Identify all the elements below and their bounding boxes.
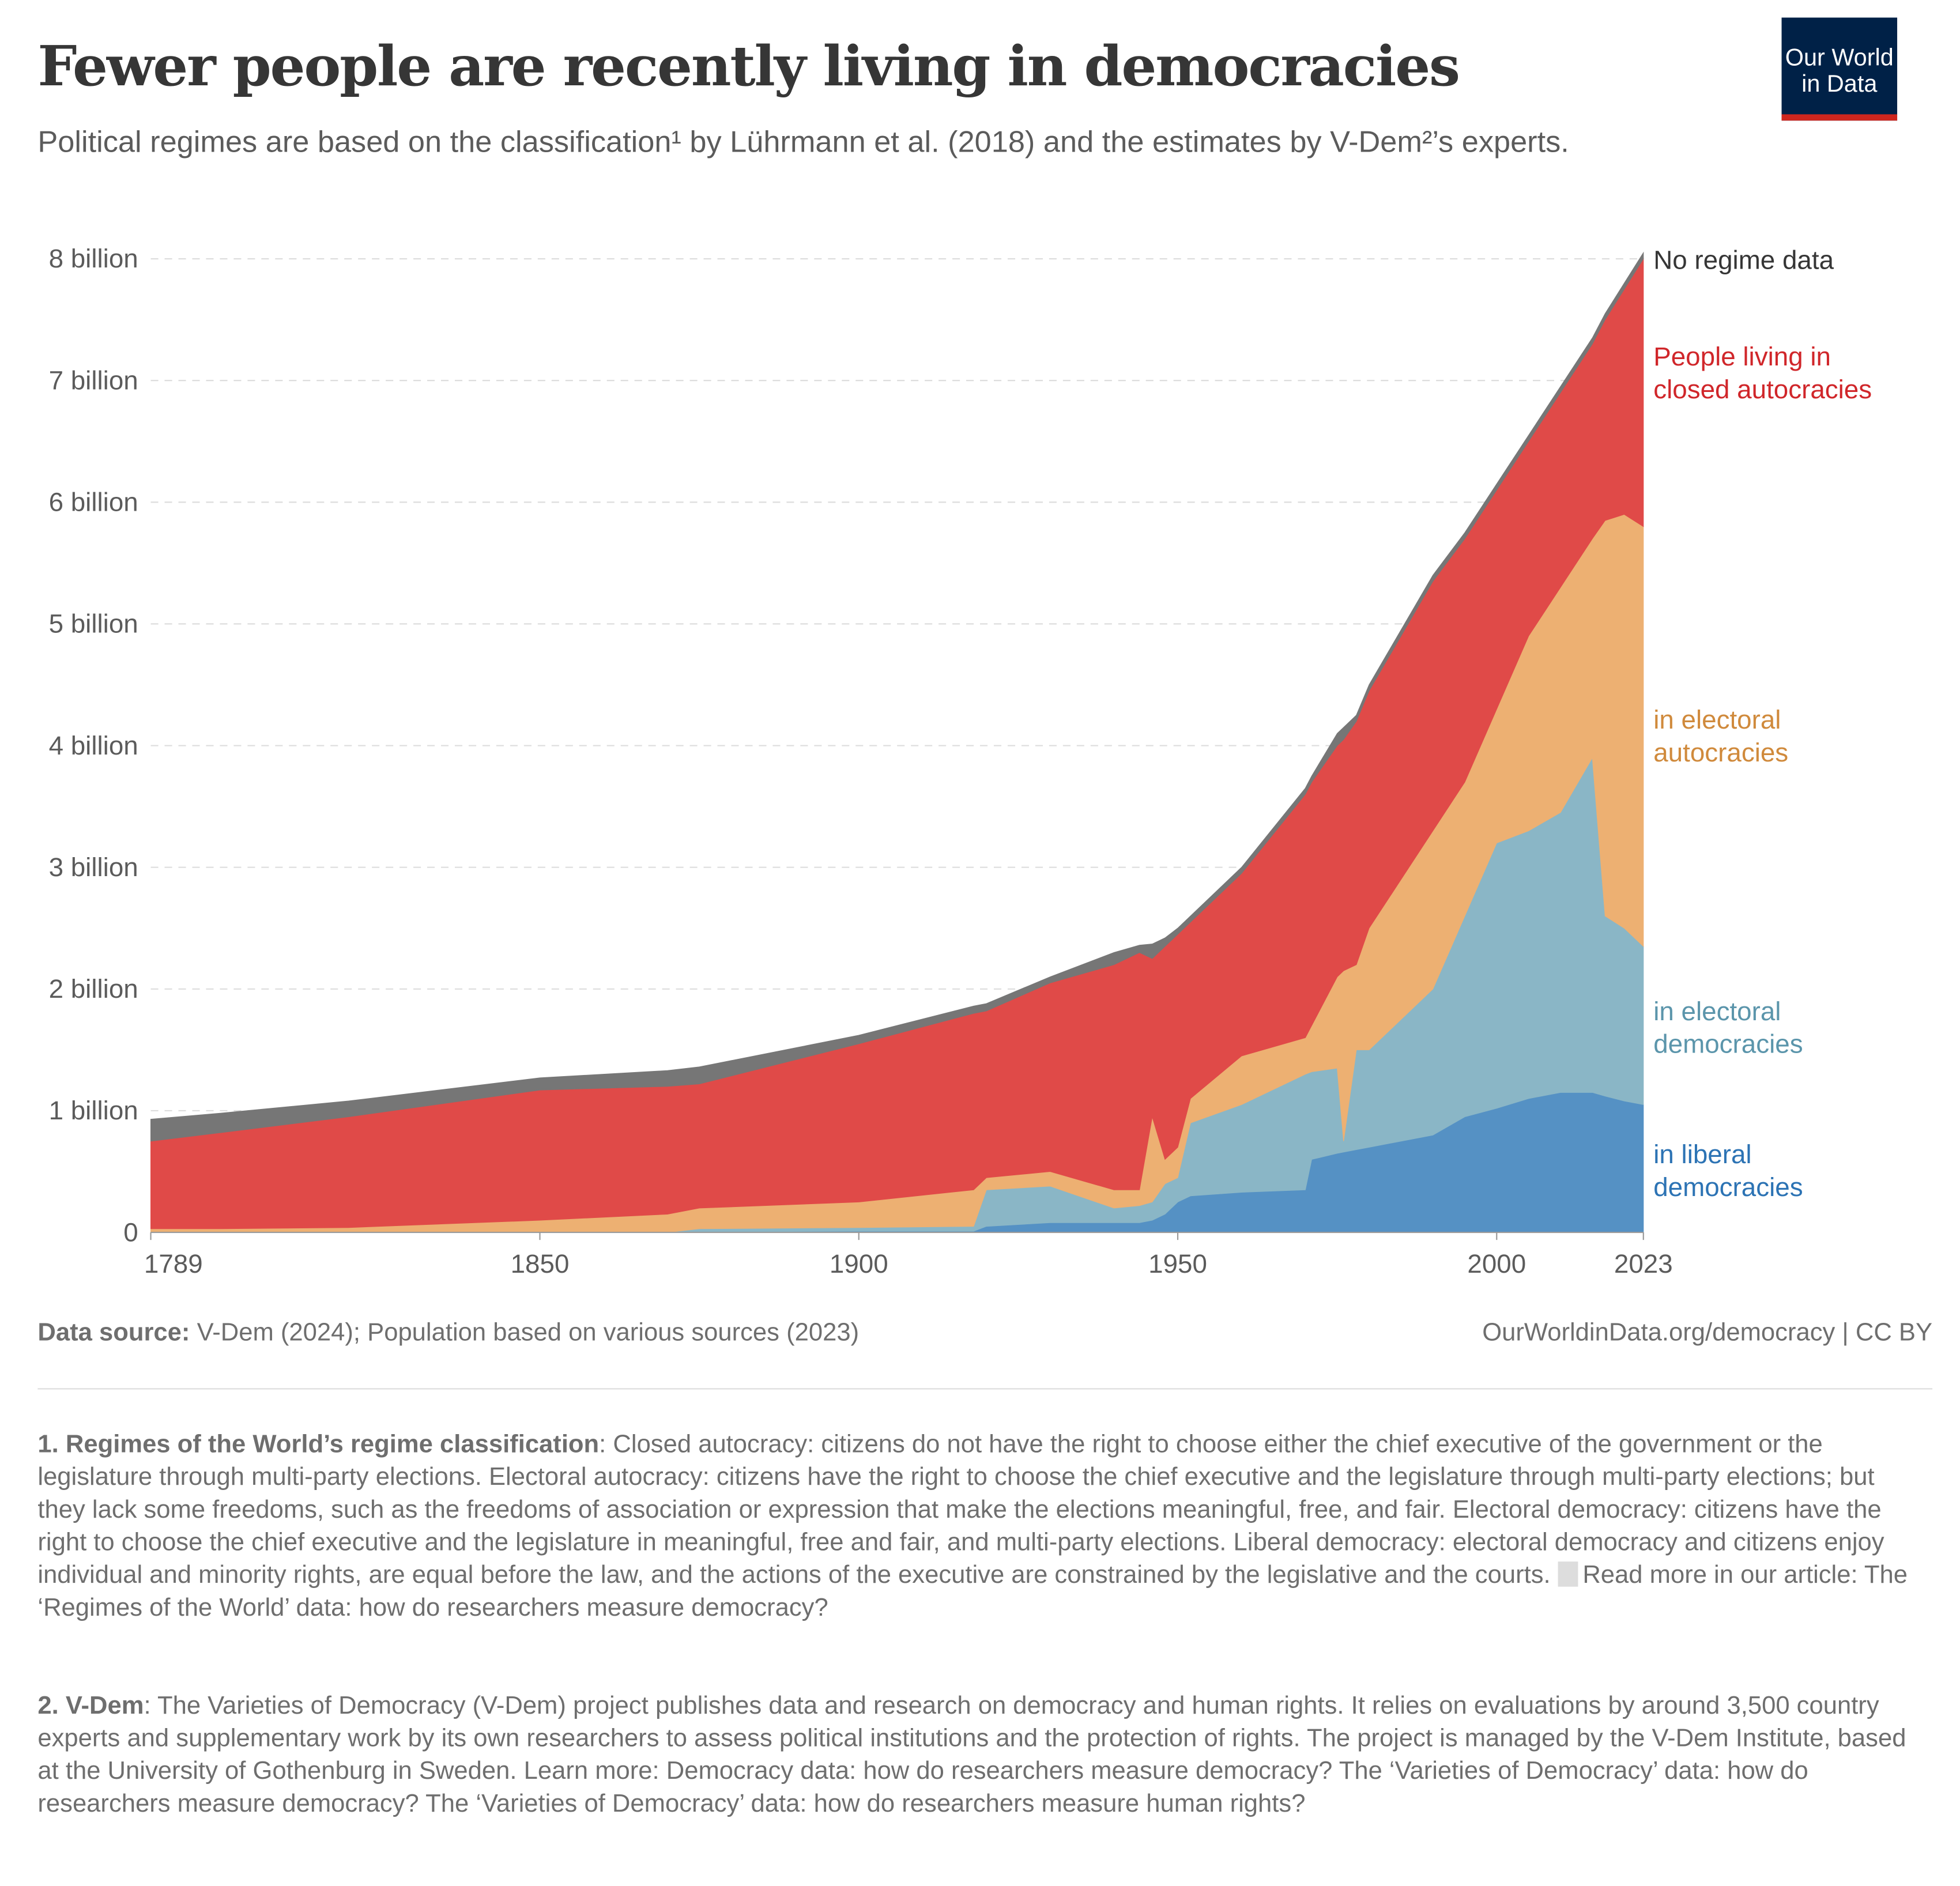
x-tick-label: 2000 bbox=[1467, 1249, 1526, 1278]
credit-link[interactable]: OurWorldinData.org/democracy | CC BY bbox=[1482, 1319, 1933, 1347]
x-tick-label: 2023 bbox=[1614, 1249, 1673, 1278]
series-label: autocracies bbox=[1653, 738, 1788, 767]
logo-text: Our World in Data bbox=[1785, 45, 1894, 99]
y-tick-label: 3 billion bbox=[49, 853, 138, 882]
document-icon bbox=[1557, 1561, 1578, 1587]
series-label: in liberal bbox=[1653, 1140, 1751, 1169]
series-label: democracies bbox=[1653, 1172, 1803, 1202]
data-source: Data source: V-Dem (2024); Population ba… bbox=[37, 1319, 859, 1348]
series-label: democracies bbox=[1653, 1029, 1803, 1058]
x-tick-label: 1789 bbox=[144, 1249, 203, 1278]
y-tick-label: 6 billion bbox=[49, 488, 138, 517]
series-label: People living in bbox=[1653, 342, 1831, 371]
y-tick-label: 8 billion bbox=[49, 244, 138, 273]
x-tick-label: 1950 bbox=[1148, 1249, 1207, 1278]
source-text: V-Dem (2024); Population based on variou… bbox=[197, 1319, 860, 1347]
x-tick-label: 1900 bbox=[830, 1249, 888, 1278]
chart-subtitle: Political regimes are based on the class… bbox=[37, 125, 1569, 160]
series-label: No regime data bbox=[1653, 245, 1834, 274]
footnote-1-text: : Closed autocracy: citizens do not have… bbox=[37, 1431, 1884, 1590]
owid-logo[interactable]: Our World in Data bbox=[1781, 17, 1898, 121]
area-no-regime-data[interactable] bbox=[150, 251, 1644, 1142]
y-tick-label: 1 billion bbox=[49, 1096, 138, 1125]
series-label: closed autocracies bbox=[1653, 375, 1872, 404]
footnote-1-link[interactable]: Read more in our article: The ‘Regimes o… bbox=[37, 1561, 1908, 1622]
y-tick-label: 4 billion bbox=[49, 731, 138, 760]
footnote-1: 1. Regimes of the World’s regime classif… bbox=[37, 1428, 1909, 1624]
y-tick-label: 7 billion bbox=[49, 365, 138, 395]
y-tick-label: 5 billion bbox=[49, 609, 138, 639]
divider bbox=[37, 1388, 1933, 1390]
chart-title: Fewer people are recently living in demo… bbox=[37, 35, 1460, 100]
footnote-2: 2. V-Dem: The Varieties of Democracy (V-… bbox=[37, 1689, 1909, 1820]
stacked-area-chart: 0 1 billion 2 billion 3 billion 4 billion 5 b… bbox=[49, 244, 1872, 1278]
footnote-2-text: : The Varieties of Democracy (V-Dem) pro… bbox=[37, 1692, 1906, 1818]
source-label: Data source: bbox=[37, 1319, 190, 1347]
footnote-1-label: 1. Regimes of the World’s regime classif… bbox=[37, 1431, 600, 1459]
y-tick-label: 0 bbox=[123, 1217, 138, 1247]
series-label: in electoral bbox=[1653, 997, 1781, 1026]
x-tick-label: 1850 bbox=[511, 1249, 570, 1278]
y-tick-label: 2 billion bbox=[49, 974, 138, 1004]
series-label: in electoral bbox=[1653, 705, 1781, 734]
footnote-2-label: 2. V-Dem bbox=[37, 1692, 144, 1720]
